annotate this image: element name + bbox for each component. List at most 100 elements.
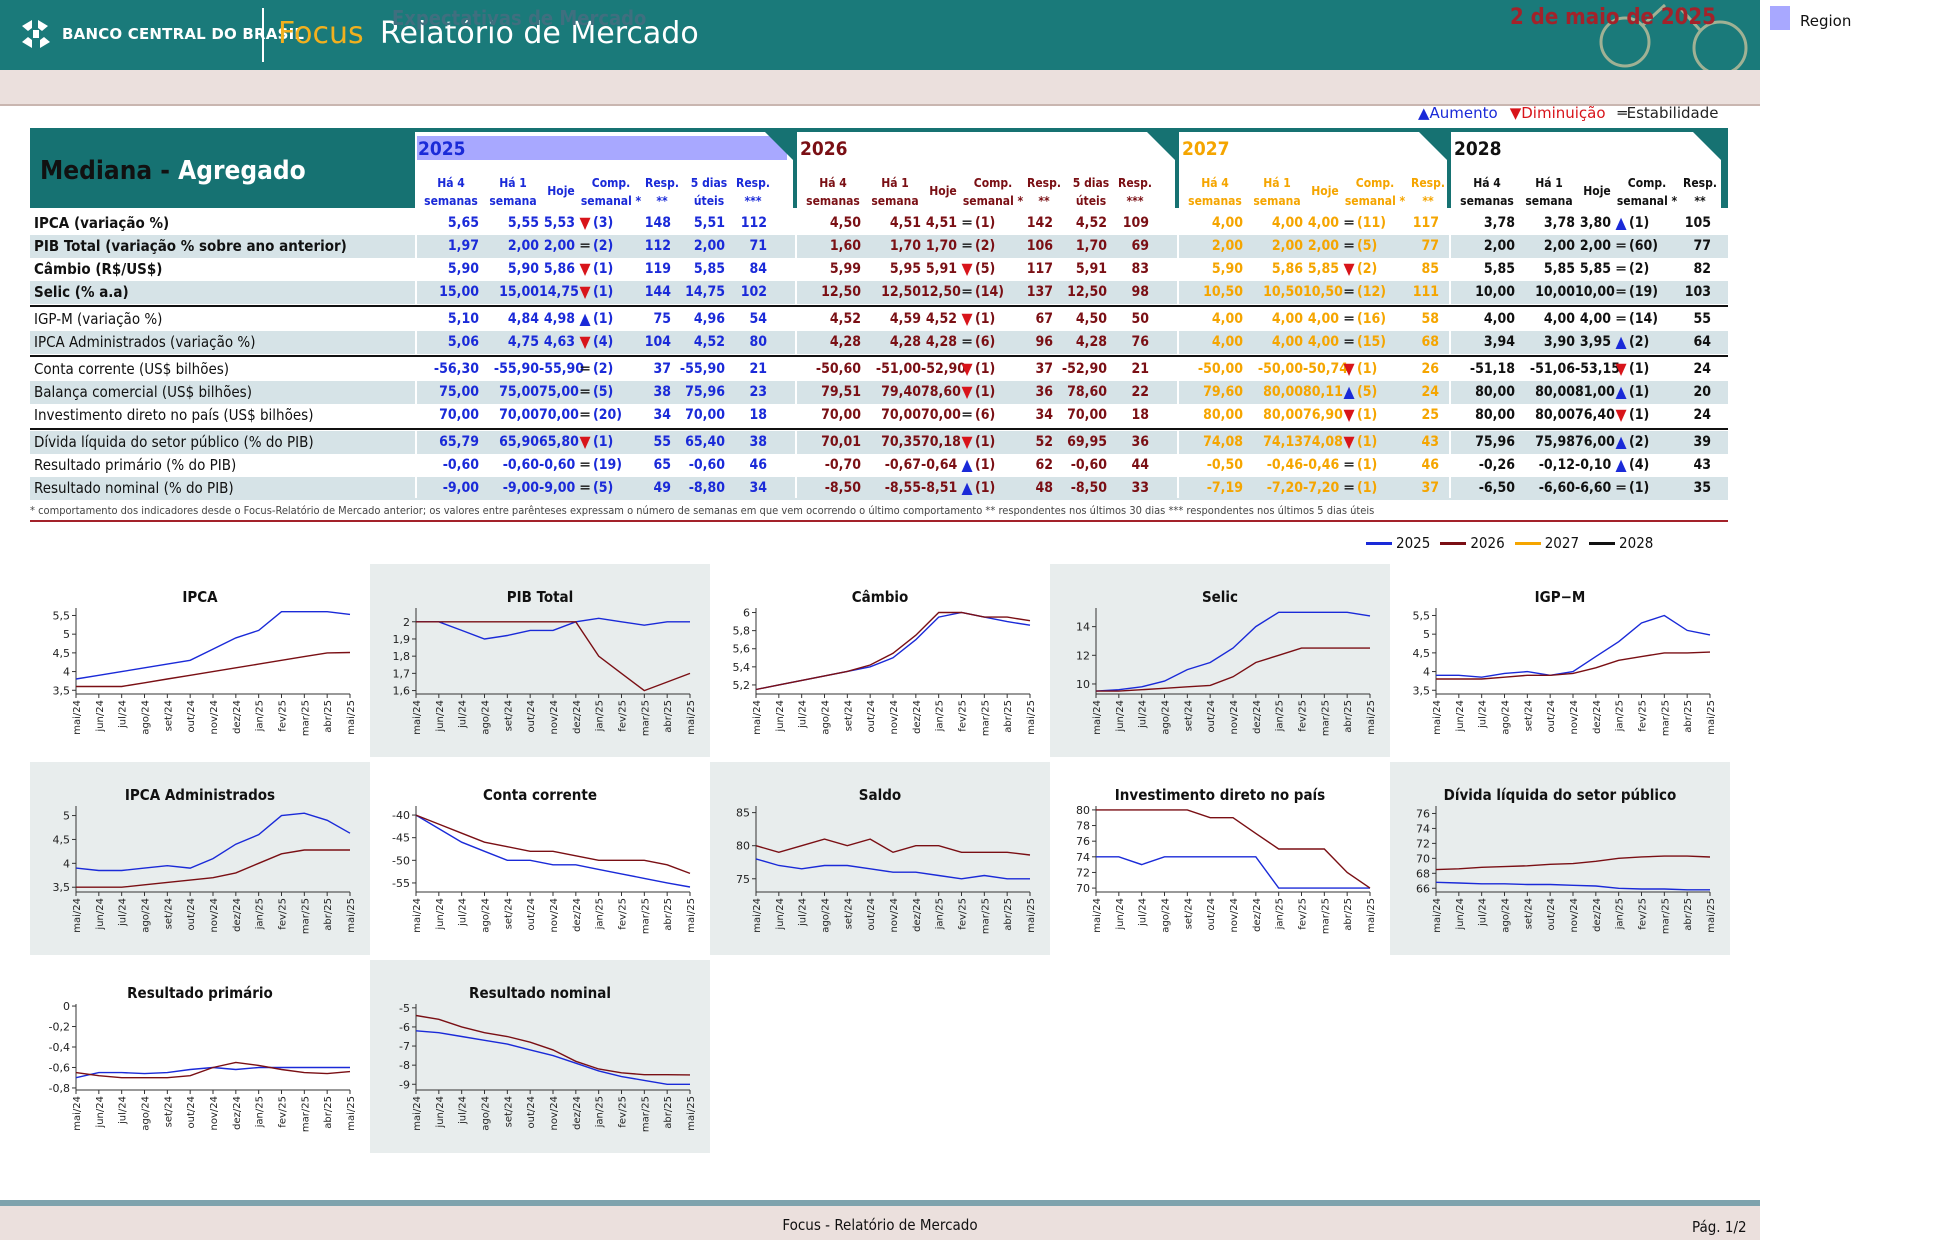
table-cell: (60) — [1629, 238, 1659, 254]
table-cell: (5) — [1357, 384, 1378, 400]
table-cell: 106 — [1026, 238, 1053, 254]
table-cell: 62 — [1035, 457, 1053, 473]
table-cell: -51,06 — [1529, 361, 1575, 377]
x-tick-label: dez/24 — [912, 898, 923, 932]
trend-icon: ▼ — [961, 259, 973, 278]
table-cell: 103 — [1684, 284, 1711, 300]
table-cell: 4,28 — [889, 334, 921, 350]
table-cell: 104 — [644, 334, 671, 350]
table-cell: 5,51 — [693, 215, 725, 231]
table-cell: -0,60 — [502, 457, 539, 473]
column-separator — [1449, 208, 1451, 498]
x-tick-label: fev/25 — [618, 898, 629, 930]
x-tick-label: dez/24 — [1252, 898, 1263, 932]
table-cell: -51,18 — [1469, 361, 1515, 377]
trend-icon: ═ — [1344, 236, 1354, 255]
table-cell: (1) — [1357, 457, 1378, 473]
x-tick-label: abr/25 — [1683, 898, 1694, 931]
header-separator — [262, 8, 264, 62]
table-cell: 65,80 — [539, 434, 579, 450]
table-cell: 4,52 — [925, 311, 957, 327]
x-tick-label: nov/24 — [549, 700, 560, 734]
table-cell: (6) — [975, 407, 996, 423]
x-tick-label: mai/24 — [412, 1096, 423, 1131]
x-tick-label: mai/25 — [346, 1096, 357, 1131]
chart-title: Resultado primário — [127, 984, 273, 1002]
series-line-2026 — [1096, 647, 1370, 692]
x-tick-label: mai/24 — [1432, 898, 1443, 933]
legend-item: 2027 — [1514, 534, 1579, 552]
column-separator — [795, 208, 797, 498]
row-label: PIB Total (variação % sobre ano anterior… — [34, 237, 347, 255]
table-cell: (1) — [975, 480, 996, 496]
x-tick-label: out/24 — [526, 898, 537, 930]
y-tick-label: 80 — [1076, 804, 1090, 817]
year-label: 2026 — [800, 138, 848, 160]
y-tick-label: -5 — [399, 1002, 410, 1015]
table-cell: -8,50 — [824, 480, 861, 496]
table-cell: 12,50 — [821, 284, 861, 300]
y-tick-label: 5,8 — [733, 625, 751, 638]
table-cell: 80,00 — [1263, 384, 1303, 400]
trend-icon: ▼ — [961, 359, 973, 378]
trend-icon: ▲ — [1615, 455, 1627, 474]
trend-icon: ═ — [962, 405, 972, 424]
table-cell: 4,00 — [1271, 215, 1303, 231]
x-tick-label: set/24 — [843, 898, 854, 929]
table-cell: 69,95 — [1067, 434, 1107, 450]
table-cell: 75 — [653, 311, 671, 327]
column-header: Há 4 semanas — [1188, 176, 1242, 208]
trend-icon: ═ — [580, 455, 590, 474]
y-tick-label: 4,5 — [53, 833, 71, 846]
x-tick-label: mar/25 — [640, 700, 651, 736]
table-cell: -50,00 — [1257, 361, 1303, 377]
chart-panel: Selic 10 12 14 mai/24 jun/24 jul/24 ago/24 set/2… — [1050, 564, 1390, 757]
table-cell: 55 — [1693, 311, 1711, 327]
table-cell: 5,85 — [693, 261, 725, 277]
x-tick-label: fev/25 — [1298, 898, 1309, 930]
table-cell: 4,28 — [925, 334, 957, 350]
table-cell: 80,00 — [1475, 384, 1515, 400]
x-tick-label: set/24 — [163, 1096, 174, 1127]
footer-title: Focus - Relatório de Mercado — [782, 1216, 978, 1234]
page-number: Pág. 1/2 — [1692, 1218, 1747, 1236]
table-cell: (14) — [975, 284, 1005, 300]
trend-icon: ═ — [962, 282, 972, 301]
table-cell: 4,00 — [1307, 334, 1339, 350]
table-cell: 70,01 — [821, 434, 861, 450]
table-cell: (1) — [593, 261, 614, 277]
table-cell: 74,13 — [1263, 434, 1303, 450]
trend-icon: ▼ — [1615, 405, 1627, 424]
footer-bar — [0, 1206, 1760, 1240]
x-tick-label: out/24 — [866, 898, 877, 930]
y-tick-label: 80 — [736, 840, 750, 853]
table-cell: 3,90 — [1543, 334, 1575, 350]
x-tick-label: jan/25 — [935, 700, 946, 732]
x-tick-label: mai/24 — [412, 700, 423, 735]
table-cell: 2,00 — [693, 238, 725, 254]
legend-item: 2026 — [1440, 534, 1505, 552]
x-tick-label: mai/25 — [1706, 898, 1717, 933]
table-cell: 5,91 — [1075, 261, 1107, 277]
y-tick-label: 6 — [743, 607, 750, 620]
table-cell: 25 — [1421, 407, 1439, 423]
line-chart: 10 12 14 mai/24 jun/24 jul/24 ago/24 set/24 out/… — [1076, 608, 1377, 736]
column-header: Comp. semanal * — [1616, 176, 1678, 208]
table-cell: 20 — [1693, 384, 1711, 400]
table-cell: 4,00 — [1211, 311, 1243, 327]
table-cell: 4,00 — [1307, 311, 1339, 327]
legend-up: ▲Aumento — [1418, 104, 1498, 122]
header-corner — [1693, 132, 1721, 160]
table-cell: 46 — [1421, 457, 1439, 473]
x-tick-label: abr/25 — [1683, 700, 1694, 733]
table-cell: 4,00 — [1307, 215, 1339, 231]
x-tick-label: jul/24 — [1478, 700, 1489, 729]
x-tick-label: set/24 — [1523, 700, 1534, 731]
table-cell: 5,90 — [447, 261, 479, 277]
table-cell: (1) — [1629, 361, 1650, 377]
table-row: PIB Total (variação % sobre ano anterior… — [30, 235, 1728, 258]
table-cell: 35 — [1693, 480, 1711, 496]
y-tick-label: -0,4 — [49, 1041, 70, 1054]
table-cell: 1,70 — [889, 238, 921, 254]
table-cell: (1) — [975, 434, 996, 450]
